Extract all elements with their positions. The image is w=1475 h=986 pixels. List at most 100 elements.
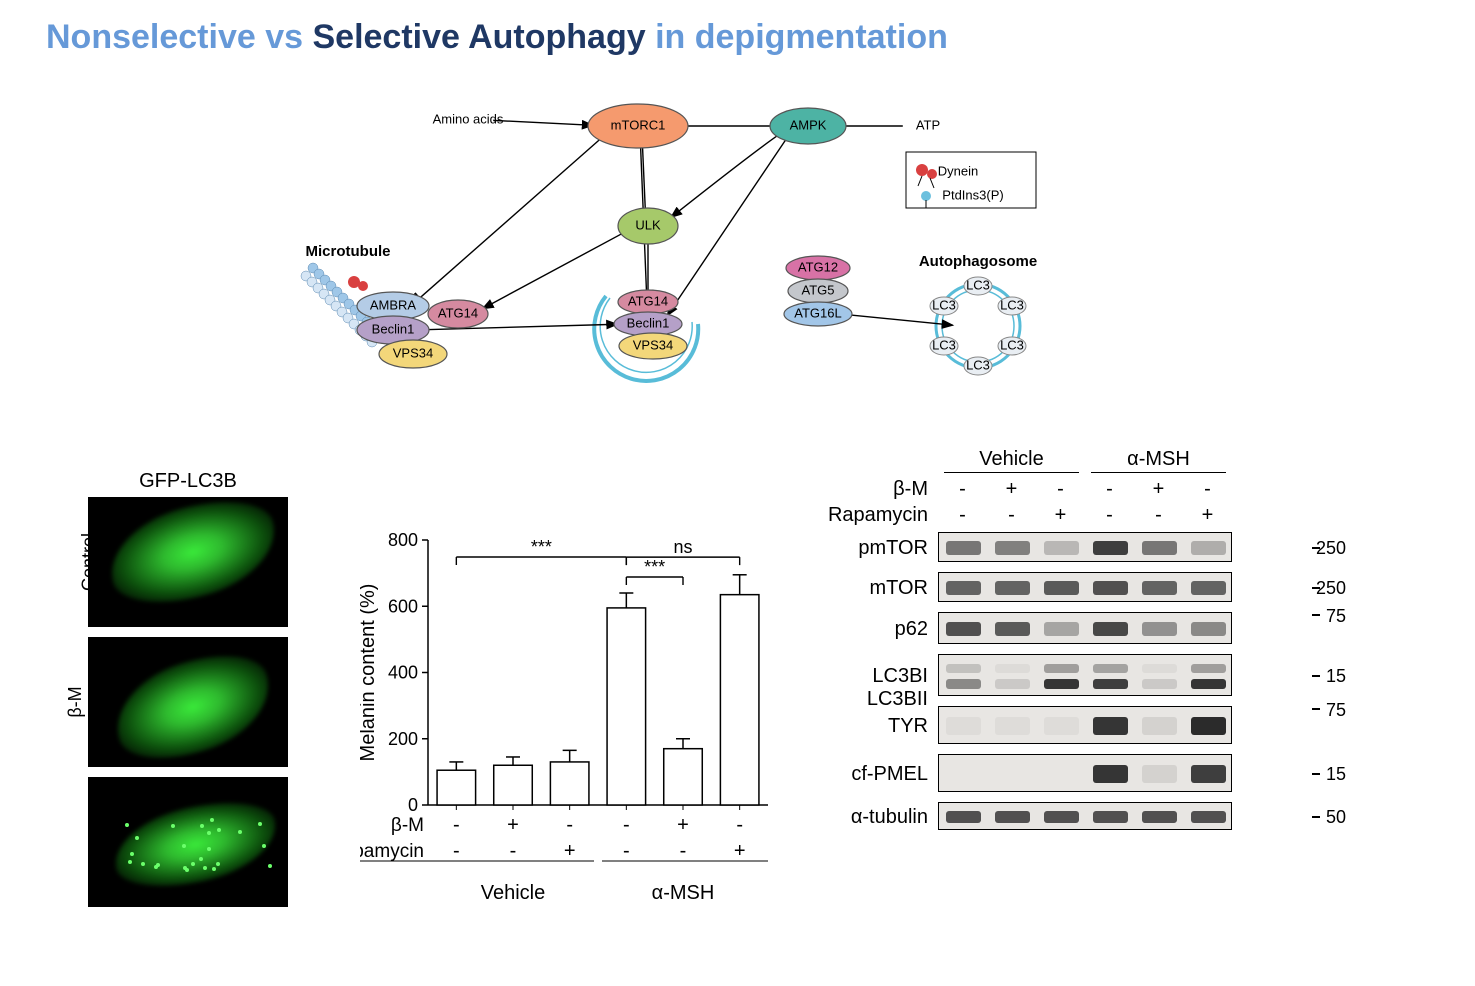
fluorescence-title: GFP-LC3B — [48, 470, 328, 493]
fluorescence-row: Control — [48, 497, 328, 627]
pathway-svg: LC3LC3LC3LC3LC3LC3Amino acidsmTORC1AMPKA… — [278, 96, 1168, 416]
svg-text:ns: ns — [673, 537, 692, 557]
svg-text:LC3: LC3 — [1000, 297, 1024, 312]
blot-treatment-mark: - — [1134, 504, 1183, 527]
blot-treatment-mark: - — [938, 504, 987, 527]
svg-text:+: + — [507, 814, 519, 836]
svg-text:+: + — [564, 840, 576, 862]
svg-text:***: *** — [644, 557, 665, 577]
fluorescence-panel: GFP-LC3B Control β-M Rapamycin — [48, 470, 328, 917]
blot-treatment-mark: - — [1085, 478, 1134, 501]
svg-text:AMBRA: AMBRA — [370, 297, 417, 312]
blot-protein-label: pmTOR — [820, 537, 928, 560]
blot-lanes — [938, 706, 1232, 744]
svg-text:Beclin1: Beclin1 — [627, 315, 670, 330]
svg-text:VPS34: VPS34 — [393, 345, 433, 360]
svg-text:-: - — [736, 814, 743, 836]
svg-text:ATG14: ATG14 — [628, 293, 668, 308]
svg-text:Autophagosome: Autophagosome — [919, 253, 1037, 270]
blot-treatment-mark: + — [987, 478, 1036, 501]
pathway-diagram: LC3LC3LC3LC3LC3LC3Amino acidsmTORC1AMPKA… — [278, 96, 1168, 416]
fluorescence-label: β-M — [65, 686, 86, 717]
svg-text:Rapamycin: Rapamycin — [360, 841, 424, 862]
blot-treatment-label: β-M — [820, 478, 928, 501]
svg-text:Beclin1: Beclin1 — [372, 321, 415, 336]
blot-group-header: Vehicleα-MSH — [938, 448, 1232, 478]
blot-protein-row: pmTOR250 — [820, 532, 1310, 570]
fluorescence-image — [88, 497, 288, 627]
svg-text:ATP: ATP — [916, 117, 940, 132]
fluorescence-image — [88, 637, 288, 767]
svg-text:+: + — [677, 814, 689, 836]
blot-mw-label: 75 — [1326, 700, 1346, 721]
blot-protein-row: α-tubulin50 — [820, 802, 1310, 838]
svg-text:200: 200 — [388, 729, 418, 749]
blot-mw-label: 250 — [1316, 538, 1346, 559]
svg-text:LC3: LC3 — [966, 357, 990, 372]
svg-text:LC3: LC3 — [932, 297, 956, 312]
svg-text:ATG14: ATG14 — [438, 305, 478, 320]
blot-mw-label: 250 — [1316, 578, 1346, 599]
blot-lanes — [938, 612, 1232, 644]
fluorescence-row: Rapamycin — [48, 777, 328, 907]
svg-text:mTORC1: mTORC1 — [611, 117, 666, 132]
svg-text:-: - — [623, 814, 630, 836]
svg-text:-: - — [566, 814, 573, 836]
blot-protein-label: cf-PMEL — [820, 763, 928, 786]
blot-treatment-mark: + — [1036, 504, 1085, 527]
blot-treatment-label: Rapamycin — [820, 504, 928, 527]
blot-treatment-mark: - — [1183, 478, 1232, 501]
title-part1: Nonselective vs — [46, 18, 312, 56]
blot-mw-label: 15 — [1326, 666, 1346, 687]
svg-text:Amino acids: Amino acids — [433, 111, 504, 126]
blot-protein-label: LC3BI LC3BII — [820, 665, 928, 711]
blot-lanes — [938, 532, 1232, 562]
blot-treatment-mark: - — [987, 504, 1036, 527]
blot-lanes — [938, 572, 1232, 602]
svg-text:β-M: β-M — [391, 815, 424, 836]
svg-text:***: *** — [531, 537, 552, 557]
svg-text:LC3: LC3 — [932, 337, 956, 352]
blot-protein-row: TYR75 — [820, 706, 1310, 752]
svg-text:Vehicle: Vehicle — [481, 882, 546, 904]
page-title: Nonselective vs Selective Autophagy in d… — [46, 18, 948, 57]
blot-treatment-row: β-M-+--+- — [820, 478, 1310, 504]
blot-protein-label: mTOR — [820, 577, 928, 600]
blot-group-label: Vehicle — [938, 448, 1085, 471]
blot-protein-row: LC3BI LC3BII15 — [820, 654, 1310, 704]
blot-protein-label: p62 — [820, 618, 928, 641]
blot-protein-row: mTOR250 — [820, 572, 1310, 610]
blot-treatment-mark: + — [1134, 478, 1183, 501]
western-blot: Vehicleα-MSHβ-M-+--+-Rapamycin--+--+pmTO… — [820, 448, 1310, 838]
blot-protein-row: p6275 — [820, 612, 1310, 652]
svg-text:ATG12: ATG12 — [798, 259, 838, 274]
svg-text:ATG16L: ATG16L — [794, 305, 841, 320]
blot-treatment-mark: - — [1085, 504, 1134, 527]
svg-text:-: - — [680, 840, 687, 862]
svg-text:800: 800 — [388, 530, 418, 550]
blot-lanes — [938, 802, 1232, 830]
svg-text:400: 400 — [388, 663, 418, 683]
blot-protein-row: cf-PMEL15 — [820, 754, 1310, 800]
svg-text:Melanin content (%): Melanin content (%) — [360, 584, 379, 762]
svg-text:-: - — [510, 840, 517, 862]
svg-text:-: - — [623, 840, 630, 862]
svg-text:600: 600 — [388, 596, 418, 616]
svg-text:LC3: LC3 — [966, 277, 990, 292]
blot-mw-label: 50 — [1326, 807, 1346, 828]
svg-text:+: + — [734, 840, 746, 862]
blot-treatment-mark: - — [938, 478, 987, 501]
blot-treatment-row: Rapamycin--+--+ — [820, 504, 1310, 530]
svg-text:Microtubule: Microtubule — [306, 243, 391, 260]
svg-text:PtdIns3(P): PtdIns3(P) — [942, 187, 1003, 202]
svg-text:0: 0 — [408, 795, 418, 815]
title-part2: Selective Autophagy — [312, 18, 655, 56]
svg-text:-: - — [453, 840, 460, 862]
blot-treatment-mark: + — [1183, 504, 1232, 527]
melanin-barchart: 0 200 400 600 800 Melanin content (%) *** *** ns… — [360, 520, 790, 950]
blot-protein-label: TYR — [820, 715, 928, 738]
svg-text:ULK: ULK — [635, 217, 661, 232]
blot-treatment-mark: - — [1036, 478, 1085, 501]
blot-group-label: α-MSH — [1085, 448, 1232, 471]
svg-text:ATG5: ATG5 — [802, 282, 835, 297]
